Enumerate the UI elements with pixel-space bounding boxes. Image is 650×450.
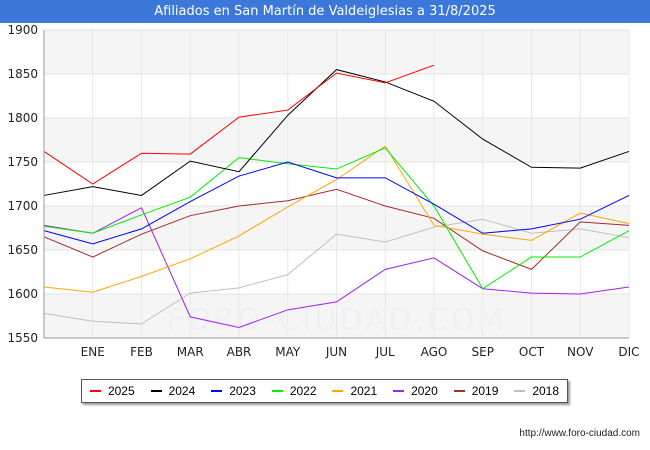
x-tick-label: FEB [130,345,153,359]
series-line-2023 [43,161,630,245]
legend-item-2020: 2020 [393,384,438,398]
legend-swatch [332,390,344,392]
legend-label: 2019 [471,384,499,398]
series-line-2020 [43,207,630,328]
watermark: FORO-CIUDAD.COM [167,303,507,338]
legend-item-2023: 2023 [211,384,256,398]
y-tick-label: 1600 [7,287,38,301]
y-tick-label: 1550 [7,331,38,345]
x-tick-label: DIC [618,345,639,359]
legend-item-2022: 2022 [271,384,317,398]
x-tick-label: ENE [81,345,105,359]
legend-item-2024: 2024 [150,384,196,398]
x-tick-label: AGO [421,345,448,359]
legend-label: 2024 [168,384,196,398]
legend-label: 2021 [350,384,378,398]
x-tick-label: NOV [567,345,594,359]
x-tick-label: SEP [472,345,494,359]
legend-label: 2018 [532,384,560,398]
series-line-2021 [43,145,630,293]
y-tick-label: 1800 [7,111,38,125]
legend-swatch [271,390,283,392]
legend-label: 2022 [289,384,317,398]
y-tick-label: 1700 [7,199,38,213]
legend-item-2025: 2025 [89,384,135,398]
legend-label: 2023 [229,384,256,398]
series-line-2024 [43,69,630,196]
y-tick-label: 1850 [7,67,38,81]
x-tick-label: MAR [177,345,204,359]
y-tick-label: 1900 [7,23,38,37]
legend-item-2021: 2021 [332,384,377,398]
legend: 2025 2024 2023 2022 2021 2020 2019 2018 [81,379,568,403]
y-tick-label: 1750 [7,155,38,169]
y-tick-label: 1650 [7,243,38,257]
x-tick-label: JUL [375,345,395,359]
legend-item-2018: 2018 [514,384,559,398]
chart-title: Afiliados en San Martín de Valdeiglesias… [0,0,650,23]
legend-swatch [150,390,162,392]
series-line-2022 [43,147,630,290]
legend-swatch [453,390,465,392]
legend-label: 2020 [411,384,438,398]
legend-label: 2025 [107,384,135,398]
x-tick-label: ABR [227,345,252,359]
legend-swatch [393,390,405,392]
series-line-2025 [43,64,435,185]
source-url: http://www.foro-ciudad.com [519,428,640,439]
x-tick-label: JUN [325,345,347,359]
series-line-2019 [43,188,630,270]
legend-swatch [514,390,526,392]
x-tick-label: MAY [275,345,301,359]
x-tick-label: OCT [519,345,545,359]
legend-swatch [89,390,101,392]
legend-swatch [211,390,223,392]
legend-item-2019: 2019 [453,384,499,398]
series-line-2018 [43,218,630,325]
